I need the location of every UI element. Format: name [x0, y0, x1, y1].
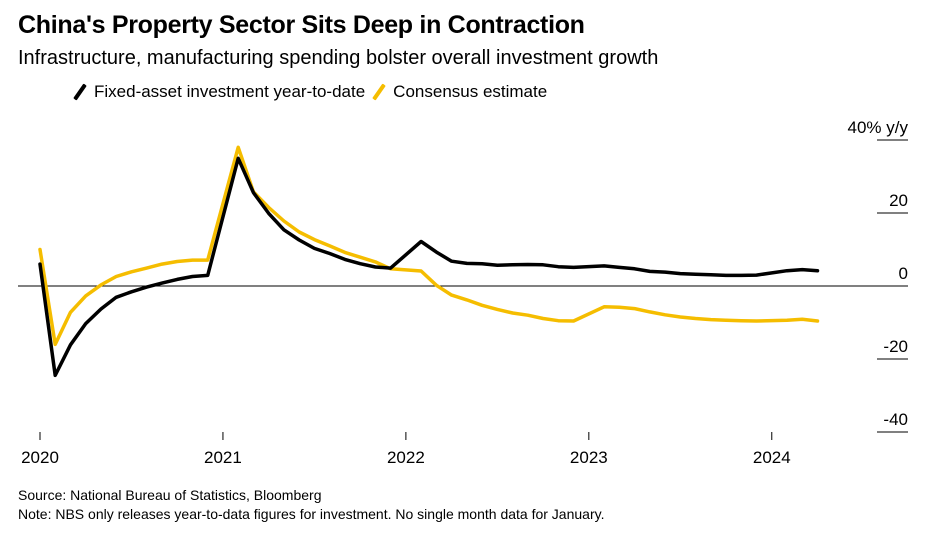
- x-tick-label-2: 2022: [387, 448, 425, 467]
- legend-label-actual: Fixed-asset investment year-to-date: [94, 82, 366, 101]
- legend-item-consensus: Consensus estimate: [372, 82, 548, 102]
- x-tick-label-3: 2023: [570, 448, 608, 467]
- source-note: Source: National Bureau of Statistics, B…: [18, 487, 322, 503]
- chart-subtitle: Infrastructure, manufacturing spending b…: [18, 47, 659, 69]
- x-tick-label-1: 2021: [204, 448, 242, 467]
- legend-label-consensus: Consensus estimate: [393, 82, 548, 101]
- y-tick-label-0: 40% y/y: [848, 118, 909, 137]
- y-tick-label-2: 0: [899, 264, 908, 283]
- chart-footer: Source: National Bureau of Statistics, B…: [18, 486, 604, 524]
- legend-item-actual: Fixed-asset investment year-to-date: [73, 82, 366, 102]
- y-tick-label-4: -40: [883, 410, 908, 429]
- chart-title: China's Property Sector Sits Deep in Con…: [18, 11, 585, 39]
- series-line-consensus-estimate: [38, 145, 820, 347]
- series-line-fixed-asset-investment: [38, 156, 820, 378]
- legend: Fixed-asset investment year-to-date Cons…: [73, 82, 559, 102]
- x-tick-label-4: 2024: [753, 448, 791, 467]
- methodology-note: Note: NBS only releases year-to-data fig…: [18, 506, 605, 522]
- x-tick-label-0: 2020: [21, 448, 59, 467]
- y-tick-label-1: 20: [889, 191, 908, 210]
- y-tick-label-3: -20: [883, 337, 908, 356]
